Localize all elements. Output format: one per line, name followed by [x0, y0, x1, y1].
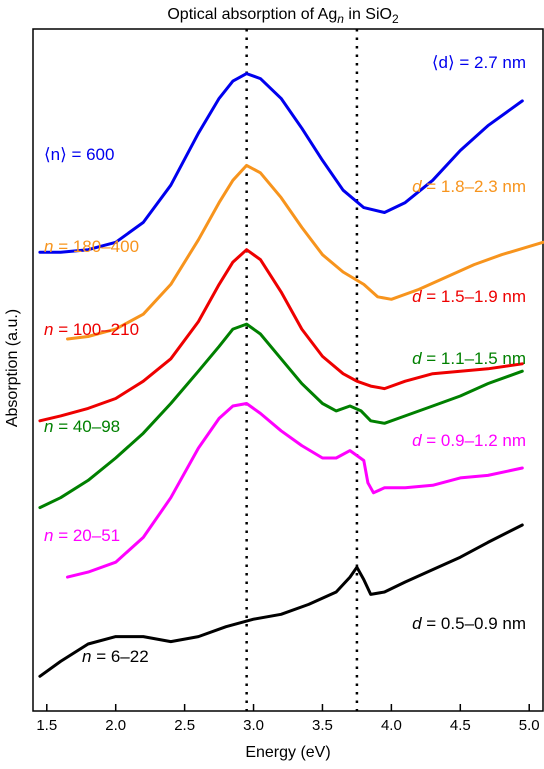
label-diameter-n100: d = 1.5–1.9 nm [412, 287, 526, 306]
y-axis-label: Absorption (a.u.) [4, 309, 21, 427]
label-diameter-n40: d = 1.1–1.5 nm [412, 349, 526, 368]
x-tick-label: 4.0 [381, 717, 402, 734]
chart-title: Optical absorption of Agn in SiO2 [167, 6, 399, 26]
label-diameter-n6: d = 0.5–0.9 nm [412, 614, 526, 633]
series-line-n40 [38, 322, 524, 510]
label-diameter-n180: d = 1.8–2.3 nm [412, 177, 526, 196]
label-diameter-n600: ⟨d⟩ = 2.7 nm [432, 53, 526, 72]
x-tick-label: 4.5 [450, 717, 471, 734]
series-line-n20 [66, 402, 524, 579]
x-tick-label: 1.5 [36, 717, 57, 734]
x-tick-label: 5.0 [519, 717, 540, 734]
label-size-n600: ⟨n⟩ = 600 [44, 145, 114, 164]
plot-frame [32, 28, 544, 712]
x-tick-label: 2.0 [105, 717, 126, 734]
label-size-n20: n = 20–51 [44, 526, 120, 545]
reference-lines [245, 29, 359, 711]
series-labels: ⟨n⟩ = 600 ⟨d⟩ = 2.7 nm n = 180–400 d = 1.8–… [44, 53, 526, 666]
x-tick-label: 3.5 [312, 717, 333, 734]
x-tick-label: 2.5 [174, 717, 195, 734]
series-layer [38, 72, 544, 678]
x-tick-label: 3.0 [243, 717, 264, 734]
series-line-n600 [38, 72, 524, 254]
label-size-n40: n = 40–98 [44, 417, 120, 436]
label-size-n180: n = 180–400 [44, 237, 139, 256]
x-axis-label: Energy (eV) [245, 744, 330, 761]
label-size-n100: n = 100–210 [44, 320, 139, 339]
series-line-n6 [38, 523, 524, 678]
series-line-n100 [38, 248, 524, 423]
x-axis-ticks: 1.5 2.0 2.5 3.0 3.5 4.0 4.5 5.0 [36, 704, 540, 734]
label-size-n6: n = 6–22 [82, 647, 149, 666]
series-line-n180 [66, 163, 544, 341]
label-diameter-n20: d = 0.9–1.2 nm [412, 431, 526, 450]
